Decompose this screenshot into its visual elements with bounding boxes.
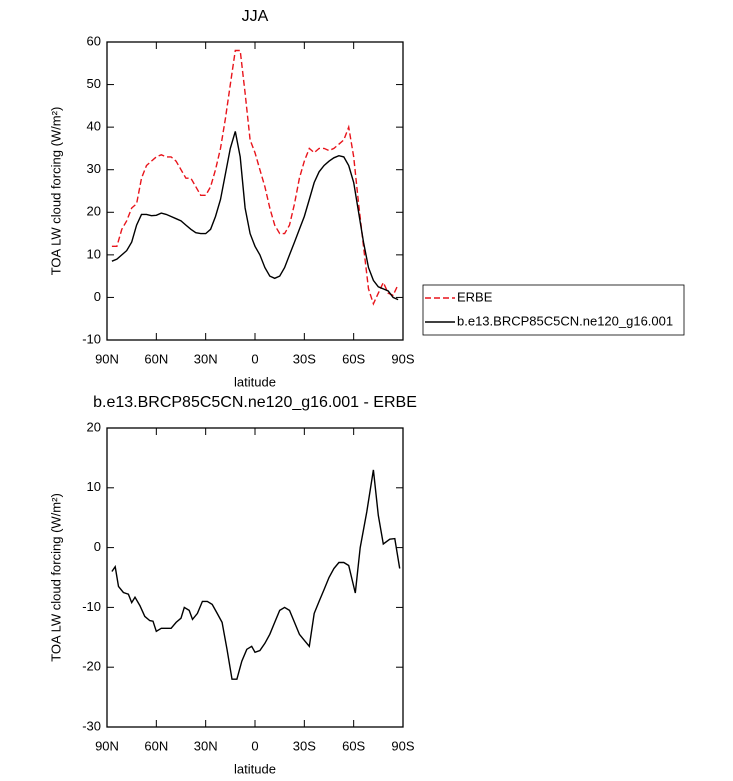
y-tick-label: 20 bbox=[87, 419, 101, 434]
y-tick-label: -20 bbox=[82, 659, 101, 674]
x-tick-label: 60S bbox=[342, 738, 365, 753]
x-tick-label: 30S bbox=[293, 351, 316, 366]
data-line bbox=[111, 49, 399, 306]
y-axis-label: TOA LW cloud forcing (W/m²) bbox=[48, 107, 63, 276]
x-tick-label: 30N bbox=[194, 738, 218, 753]
chart-title: JJA bbox=[242, 8, 269, 25]
y-tick-label: 30 bbox=[87, 161, 101, 176]
y-tick-label: 20 bbox=[87, 204, 101, 219]
y-tick-label: 40 bbox=[87, 119, 101, 134]
y-tick-label: 50 bbox=[87, 76, 101, 91]
x-tick-label: 60S bbox=[342, 351, 365, 366]
x-tick-label: 60N bbox=[144, 351, 168, 366]
plot-frame bbox=[106, 41, 404, 341]
y-axis-label: TOA LW cloud forcing (W/m²) bbox=[48, 493, 63, 662]
x-axis-label: latitude bbox=[234, 761, 276, 776]
x-tick-label: 90N bbox=[95, 738, 119, 753]
y-tick-label: 0 bbox=[94, 539, 101, 554]
x-tick-label: 0 bbox=[251, 351, 258, 366]
legend-box bbox=[422, 284, 685, 336]
y-tick-label: 0 bbox=[94, 289, 101, 304]
y-tick-label: -30 bbox=[82, 718, 101, 733]
x-tick-label: 30N bbox=[194, 351, 218, 366]
data-line bbox=[111, 469, 401, 680]
plot-frame bbox=[106, 427, 404, 728]
y-tick-label: 60 bbox=[87, 33, 101, 48]
y-tick-label: -10 bbox=[82, 599, 101, 614]
x-axis-label: latitude bbox=[234, 374, 276, 389]
x-tick-label: 0 bbox=[251, 738, 258, 753]
legend-label: b.e13.BRCP85C5CN.ne120_g16.001 bbox=[457, 313, 673, 328]
x-tick-label: 30S bbox=[293, 738, 316, 753]
y-tick-label: 10 bbox=[87, 246, 101, 261]
legend-label: ERBE bbox=[457, 289, 493, 304]
x-tick-label: 90S bbox=[391, 738, 414, 753]
x-tick-label: 60N bbox=[144, 738, 168, 753]
x-tick-label: 90N bbox=[95, 351, 119, 366]
chart-title: b.e13.BRCP85C5CN.ne120_g16.001 - ERBE bbox=[93, 394, 417, 411]
data-line bbox=[111, 131, 399, 301]
y-tick-label: 10 bbox=[87, 479, 101, 494]
y-tick-label: -10 bbox=[82, 331, 101, 346]
x-tick-label: 90S bbox=[391, 351, 414, 366]
